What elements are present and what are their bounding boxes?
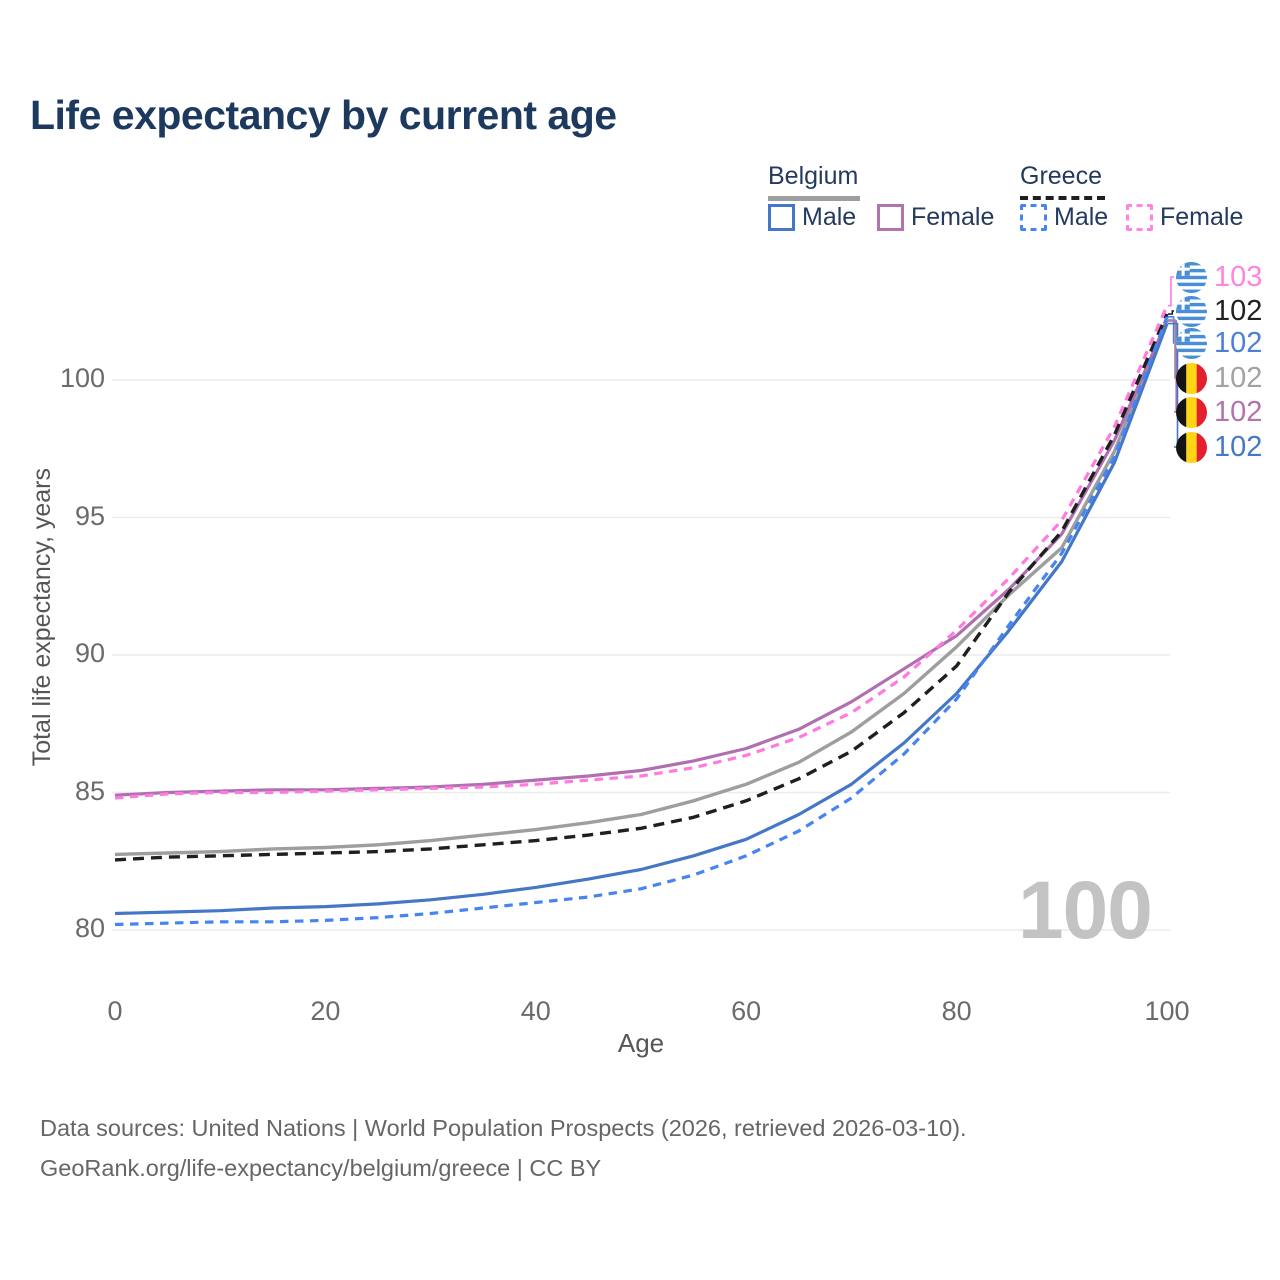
- x-tick-label-0: 0: [107, 996, 123, 1026]
- legend-item-belgium-male[interactable]: Male: [768, 203, 856, 232]
- belgium-flag-icon: [1176, 431, 1207, 463]
- greece-flag-icon: [1176, 327, 1207, 359]
- series-line-belgium-male[interactable]: [114, 323, 1169, 916]
- y-tick-label-90: 90: [74, 638, 105, 668]
- y-tick-label-85: 85: [74, 775, 105, 806]
- leader-line-belgium-female: [1168, 320, 1177, 413]
- belgium-flag-icon: [1176, 396, 1207, 428]
- end-value: 102: [1214, 326, 1263, 359]
- current-age-watermark: 100: [1018, 865, 1153, 956]
- end-label-belgium-female: 102: [1176, 396, 1262, 428]
- footer: Data sources: United Nations | World Pop…: [40, 1108, 967, 1188]
- y-tick-label-80: 80: [74, 913, 105, 943]
- legend-item-greece-female[interactable]: Female: [1126, 203, 1243, 232]
- x-tick-label-80: 80: [941, 996, 972, 1026]
- legend-greece-line-sample: [1020, 196, 1105, 200]
- legend-group-belgium[interactable]: Belgium: [768, 162, 859, 190]
- y-tick-label-95: 95: [74, 500, 105, 531]
- legend-belgium-line-sample: [768, 196, 860, 201]
- leader-line-greece-female: [1168, 276, 1174, 307]
- footer-attribution-line: GeoRank.org/life-expectancy/belgium/gree…: [40, 1155, 602, 1181]
- end-value: 102: [1214, 361, 1263, 394]
- belgium-flag-icon: [1176, 362, 1207, 394]
- end-label-greece: 102: [1176, 295, 1262, 327]
- belgium-male-swatch-icon: [768, 204, 795, 231]
- end-value: 102: [1214, 294, 1263, 327]
- end-label-greece-female: 103: [1176, 261, 1262, 293]
- end-value: 102: [1214, 430, 1263, 463]
- end-value: 102: [1214, 395, 1263, 428]
- legend-item-label: Male: [802, 203, 857, 231]
- belgium-female-swatch-icon: [877, 204, 904, 231]
- series-line-greece-male[interactable]: [114, 316, 1169, 927]
- leader-line-belgium-male: [1168, 322, 1179, 448]
- greece-flag-icon: [1176, 261, 1207, 293]
- legend-item-label: Female: [911, 203, 995, 231]
- chart-title: Life expectancy by current age: [30, 92, 617, 138]
- end-label-belgium: 102: [1176, 362, 1262, 394]
- leader-line-belgium: [1168, 318, 1176, 379]
- series-line-belgium-female[interactable]: [114, 320, 1169, 797]
- legend-item-label: Female: [1160, 203, 1244, 231]
- greece-female-swatch-icon: [1126, 204, 1153, 231]
- legend-item-label: Male: [1054, 203, 1109, 231]
- series-line-belgium[interactable]: [114, 318, 1169, 857]
- leader-line-greece: [1168, 310, 1174, 315]
- x-tick-label-20: 20: [310, 996, 341, 1026]
- end-label-belgium-male: 102: [1176, 431, 1262, 463]
- greece-flag-icon: [1176, 295, 1207, 327]
- series-line-greece-female[interactable]: [114, 305, 1169, 800]
- legend-group-greece[interactable]: Greece: [1020, 162, 1102, 190]
- y-tick-label-100: 100: [59, 363, 105, 393]
- series-line-greece[interactable]: [114, 313, 1169, 862]
- footer-sources-line: Data sources: United Nations | World Pop…: [40, 1115, 967, 1141]
- greece-male-swatch-icon: [1020, 204, 1047, 231]
- legend-item-greece-male[interactable]: Male: [1020, 203, 1108, 232]
- leader-line-greece-male: [1168, 316, 1175, 344]
- y-axis-title: Total life expectancy, years: [28, 468, 56, 767]
- x-tick-label-40: 40: [520, 996, 551, 1026]
- x-tick-label-100: 100: [1144, 996, 1190, 1026]
- legend-item-belgium-female[interactable]: Female: [877, 203, 994, 232]
- x-axis-title: Age: [617, 1028, 665, 1058]
- x-tick-label-60: 60: [731, 996, 762, 1026]
- end-label-greece-male: 102: [1176, 327, 1262, 359]
- end-value: 103: [1214, 260, 1263, 293]
